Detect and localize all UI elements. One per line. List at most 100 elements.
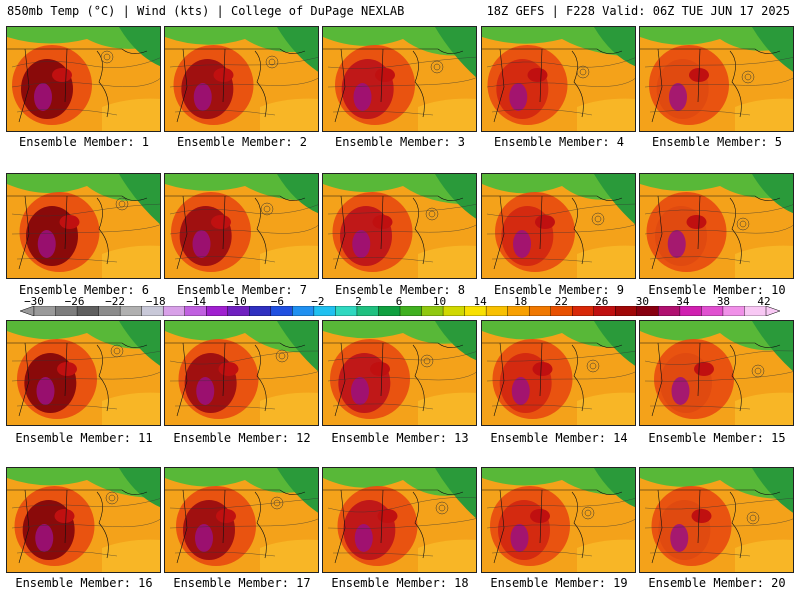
ensemble-member-panel xyxy=(481,26,636,132)
ensemble-member-panel xyxy=(6,26,161,132)
color-scale-tick-label: 26 xyxy=(595,295,609,308)
color-scale-swatch xyxy=(399,306,423,316)
color-scale-tick-label: 22 xyxy=(554,295,568,308)
ensemble-member-label: Ensemble Member: 16 xyxy=(15,576,153,590)
color-scale: −30 −26 −22 −18 −14 −10 −6 −2 2 6 10 14 18 22 26 30 34 38… xyxy=(0,296,800,320)
ensemble-member-label: Ensemble Member: 7 xyxy=(176,283,308,297)
temperature-map xyxy=(323,468,476,572)
color-scale-tick-label: −30 xyxy=(24,295,44,308)
ensemble-member-panel xyxy=(481,467,636,573)
temperature-map xyxy=(165,468,318,572)
temperature-map xyxy=(323,174,476,278)
color-scale-tick-label: 6 xyxy=(395,295,403,308)
ensemble-member-label: Ensemble Member: 5 xyxy=(651,135,783,149)
ensemble-member-panel xyxy=(322,26,477,132)
color-scale-swatch xyxy=(615,306,638,316)
color-scale-tick-label: 14 xyxy=(473,295,487,308)
color-scale-swatch xyxy=(162,306,186,316)
ensemble-member-label: Ensemble Member: 12 xyxy=(173,431,311,445)
ensemble-member-panel xyxy=(164,173,319,279)
color-scale-swatch xyxy=(507,306,530,316)
color-scale-tick-label: 34 xyxy=(676,295,690,308)
color-scale-swatch xyxy=(485,306,509,316)
ensemble-member-label: Ensemble Member: 11 xyxy=(15,431,153,445)
color-scale-swatch xyxy=(141,306,164,316)
color-scale-tick-label: 38 xyxy=(716,295,731,308)
color-scale-swatch xyxy=(335,306,358,316)
color-scale-tick-label: 2 xyxy=(355,295,362,308)
color-scale-swatch xyxy=(550,306,573,316)
temperature-map xyxy=(323,27,476,131)
color-scale-tick-label: 10 xyxy=(432,295,447,308)
temperature-map xyxy=(640,321,793,425)
ensemble-member-panel xyxy=(164,320,319,426)
map-title: 850mb Temp (°C) | Wind (kts) | College o… xyxy=(7,4,405,18)
color-scale-swatch xyxy=(593,306,616,316)
ensemble-member-panel xyxy=(322,467,477,573)
ensemble-member-label: Ensemble Member: 1 xyxy=(18,135,150,149)
color-scale-swatch xyxy=(119,306,143,316)
color-scale-swatch xyxy=(572,306,595,316)
temperature-map xyxy=(7,174,160,278)
color-scale-swatch xyxy=(55,306,78,316)
color-scale-swatch xyxy=(76,306,100,316)
color-scale-tick-label: −18 xyxy=(145,295,166,308)
color-scale-max-arrow xyxy=(765,306,781,316)
temperature-map xyxy=(640,174,793,278)
color-scale-tick-label: −26 xyxy=(64,295,85,308)
color-scale-tick-label: 42 xyxy=(757,295,771,308)
color-scale-tick-label: −14 xyxy=(186,295,207,308)
temperature-map xyxy=(640,468,793,572)
ensemble-member-panel xyxy=(481,320,636,426)
ensemble-member-panel xyxy=(6,320,161,426)
color-scale-swatch xyxy=(227,306,250,316)
color-scale-tick-label: −10 xyxy=(226,295,247,308)
temperature-map xyxy=(165,27,318,131)
color-scale-swatch xyxy=(528,306,552,316)
color-scale-swatch xyxy=(722,306,745,316)
color-scale-swatch xyxy=(464,306,487,316)
color-scale-min-arrow xyxy=(19,306,35,316)
color-scale-tick-label: −6 xyxy=(270,295,284,308)
ensemble-member-panel xyxy=(6,467,161,573)
ensemble-member-panel xyxy=(322,173,477,279)
valid-time: 18Z GEFS | F228 Valid: 06Z TUE JUN 17 20… xyxy=(486,4,790,18)
color-scale-swatch xyxy=(249,306,272,316)
ensemble-member-label: Ensemble Member: 15 xyxy=(648,431,786,445)
temperature-map xyxy=(482,174,635,278)
temperature-map xyxy=(482,321,635,425)
ensemble-member-panel xyxy=(322,320,477,426)
color-scale-swatch xyxy=(292,306,315,316)
color-scale-swatch xyxy=(33,306,57,316)
color-scale-swatch xyxy=(679,306,702,316)
ensemble-member-label: Ensemble Member: 17 xyxy=(173,576,311,590)
ensemble-member-label: Ensemble Member: 3 xyxy=(334,135,466,149)
color-scale-tick-label: −2 xyxy=(311,295,325,308)
ensemble-member-panel xyxy=(639,320,794,426)
color-scale-swatch xyxy=(356,306,379,316)
temperature-map xyxy=(640,27,793,131)
color-scale-tick-label: 30 xyxy=(635,295,649,308)
color-scale-swatch xyxy=(98,306,121,316)
ensemble-member-label: Ensemble Member: 6 xyxy=(18,283,150,297)
color-scale-swatch xyxy=(313,306,336,316)
ensemble-member-label: Ensemble Member: 19 xyxy=(490,576,628,590)
color-scale-swatch xyxy=(658,306,681,316)
color-scale-tick-label: 18 xyxy=(514,295,528,308)
ensemble-member-label: Ensemble Member: 14 xyxy=(490,431,628,445)
color-scale-bar xyxy=(19,306,781,316)
ensemble-member-label: Ensemble Member: 8 xyxy=(334,283,466,297)
temperature-map xyxy=(7,468,160,572)
temperature-map xyxy=(482,468,635,572)
ensemble-member-panel xyxy=(481,173,636,279)
ensemble-member-panel xyxy=(164,467,319,573)
color-scale-swatch xyxy=(744,306,767,316)
ensemble-member-label: Ensemble Member: 20 xyxy=(648,576,786,590)
ensemble-member-label: Ensemble Member: 18 xyxy=(331,576,469,590)
ensemble-member-label: Ensemble Member: 2 xyxy=(176,135,308,149)
ensemble-member-panel xyxy=(639,26,794,132)
color-scale-tick-label: −22 xyxy=(105,295,126,308)
ensemble-member-panel xyxy=(6,173,161,279)
ensemble-member-label: Ensemble Member: 10 xyxy=(648,283,786,297)
color-scale-swatch xyxy=(442,306,466,316)
